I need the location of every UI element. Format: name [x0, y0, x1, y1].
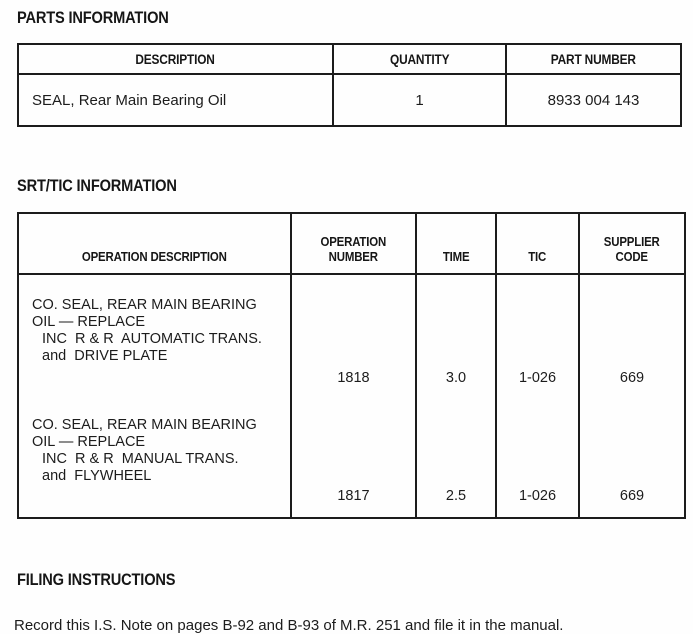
- filing-instructions-heading-text: FILING INSTRUCTIONS: [17, 570, 176, 589]
- parts-table-row: SEAL, Rear Main Bearing Oil 1 8933 004 1…: [19, 75, 680, 125]
- srt-cell-operation-number: 1817: [292, 399, 417, 517]
- srt-tic-table: OPERATION DESCRIPTION OPERATION NUMBER TI…: [17, 212, 686, 519]
- operation-description-line: and FLYWHEEL: [42, 468, 152, 484]
- parts-cell-part-number: 8933 004 143: [547, 91, 640, 109]
- srt-cell-operation-number: 1818: [292, 275, 417, 399]
- srt-table-row-automatic-trans: CO. SEAL, REAR MAIN BEARING OIL — REPLAC…: [19, 275, 684, 399]
- srt-cell-time: 2.5: [417, 399, 497, 517]
- parts-header-description: DESCRIPTION: [19, 45, 334, 73]
- filing-instructions-heading: FILING INSTRUCTIONS: [17, 570, 693, 590]
- operation-description-line: and DRIVE PLATE: [42, 348, 168, 364]
- filing-instructions-text: Record this I.S. Note on pages B-92 and …: [14, 617, 564, 634]
- parts-table: DESCRIPTION QUANTITY PART NUMBER SEAL, R…: [17, 43, 682, 127]
- srt-table-row-manual-trans: CO. SEAL, REAR MAIN BEARING OIL — REPLAC…: [19, 399, 684, 517]
- operation-description-line: INC R & R AUTOMATIC TRANS.: [42, 331, 262, 347]
- srt-cell-operation-description: CO. SEAL, REAR MAIN BEARING OIL — REPLAC…: [19, 399, 292, 517]
- srt-cell-supplier-code: 669: [619, 370, 645, 386]
- srt-cell-time: 3.0: [417, 275, 497, 399]
- srt-header-operation-description: OPERATION DESCRIPTION: [19, 214, 292, 273]
- operation-description-line: CO. SEAL, REAR MAIN BEARING: [32, 417, 257, 433]
- parts-header-part-number: PART NUMBER: [551, 51, 636, 67]
- srt-header-time: TIME: [417, 214, 497, 273]
- parts-cell-quantity: 1: [334, 75, 507, 125]
- srt-tic-table-header-row: OPERATION DESCRIPTION OPERATION NUMBER TI…: [19, 214, 684, 275]
- srt-cell-supplier-code: 669: [619, 488, 645, 504]
- parts-table-header-row: DESCRIPTION QUANTITY PART NUMBER: [19, 45, 680, 75]
- operation-description-line: INC R & R MANUAL TRANS.: [42, 451, 239, 467]
- srt-cell-tic: 1-026: [497, 399, 580, 517]
- parts-information-heading-text: PARTS INFORMATION: [17, 8, 169, 27]
- operation-description-line: OIL — REPLACE: [32, 434, 146, 450]
- parts-cell-description: SEAL, Rear Main Bearing Oil: [19, 75, 334, 125]
- srt-cell-operation-description: CO. SEAL, REAR MAIN BEARING OIL — REPLAC…: [19, 275, 292, 399]
- srt-header-operation-number: OPERATION NUMBER: [292, 214, 417, 273]
- srt-tic-information-heading-text: SRT/TIC INFORMATION: [17, 176, 177, 195]
- parts-information-heading: PARTS INFORMATION: [17, 0, 693, 28]
- operation-description-line: OIL — REPLACE: [32, 314, 146, 330]
- srt-header-tic: TIC: [497, 214, 580, 273]
- srt-header-supplier-code: SUPPLIER CODE: [604, 234, 660, 264]
- srt-tic-information-heading: SRT/TIC INFORMATION: [17, 176, 693, 196]
- srt-cell-tic: 1-026: [497, 275, 580, 399]
- parts-header-quantity: QUANTITY: [334, 45, 507, 73]
- operation-description-line: CO. SEAL, REAR MAIN BEARING: [32, 297, 257, 313]
